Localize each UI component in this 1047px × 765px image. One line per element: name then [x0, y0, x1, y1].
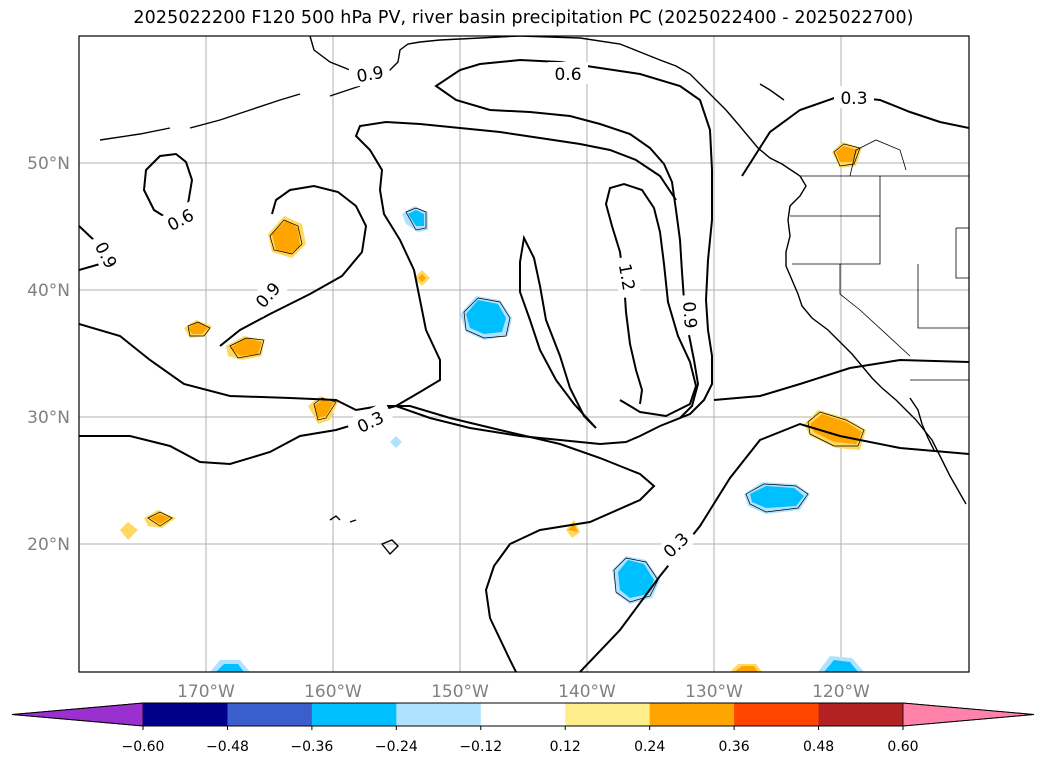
colorbar-arrow-low [11, 702, 144, 727]
positive-anomaly [836, 146, 858, 162]
colorbar-segment [734, 703, 820, 726]
contour-0.3-east [713, 358, 969, 401]
contour-1.2-west [519, 234, 597, 429]
contour-0.3-southeast [579, 422, 969, 672]
contour-0.9-outer [354, 120, 677, 407]
colorbar-tick-label: −0.60 [122, 739, 165, 755]
colorbar-tick-label: −0.24 [375, 739, 418, 755]
negative-anomaly [216, 664, 244, 672]
positive-anomaly [150, 514, 170, 524]
lon-label: 120°W [812, 682, 870, 702]
colorbar-arrow-high [902, 702, 1035, 727]
contour-label: 0.3 [840, 89, 867, 109]
positive-anomaly [418, 274, 426, 282]
map-content [79, 36, 969, 672]
colorbar-tick-label: −0.36 [290, 739, 333, 755]
negative-anomaly [408, 210, 424, 226]
colorbar-segment [818, 703, 904, 726]
contour-label: 0.6 [554, 65, 581, 85]
lat-label: 20°N [27, 535, 70, 555]
colorbar: −0.60 −0.48 −0.36 −0.24 −0.12 0.12 0.24 0.36 0.4… [11, 702, 1035, 755]
map-title: 2025022200 F120 500 hPa PV, river basin … [133, 8, 914, 28]
contour-label: 0.9 [678, 301, 700, 329]
negative-anomaly [750, 486, 804, 508]
colorbar-segment [649, 703, 735, 726]
colorbar-segment [143, 703, 228, 726]
negative-anomaly [824, 660, 858, 672]
positive-anomaly [272, 220, 300, 254]
colorbar-tick-label: 0.48 [803, 739, 834, 755]
precip-anomalies [120, 142, 866, 672]
colorbar-segment [311, 703, 397, 726]
positive-anomaly [120, 522, 138, 540]
lon-label: 140°W [558, 682, 616, 702]
colorbar-segment [396, 703, 482, 726]
longitude-labels: 170°W 160°W 150°W 140°W 130°W 120°W [177, 682, 870, 702]
map-frame [78, 35, 970, 673]
colorbar-tick-label: 0.24 [634, 739, 665, 755]
negative-anomaly [618, 560, 654, 598]
colorbar-tick-label: 0.36 [719, 739, 750, 755]
lat-label: 50°N [27, 154, 70, 174]
contour-0.3-south [79, 323, 656, 672]
colorbar-tick-label: −0.12 [459, 739, 502, 755]
colorbar-segment [565, 703, 651, 726]
lat-label: 40°N [27, 281, 70, 301]
lon-label: 150°W [431, 682, 489, 702]
colorbar-tick-label: −0.48 [206, 739, 249, 755]
contour-label: 0.9 [355, 63, 385, 87]
positive-anomaly [230, 338, 262, 356]
map-background [79, 36, 969, 672]
contour-label: 1.2 [614, 262, 638, 292]
contour-1.2 [604, 182, 698, 418]
positive-anomaly [810, 414, 862, 444]
coastlines [99, 36, 967, 556]
positive-anomaly [314, 400, 334, 418]
contour-labels: 0.6 0.3 0.6 0.9 0.9 1.2 0.9 0.3 0.3 0.9 [86, 60, 874, 567]
latitude-labels: 50°N 40°N 30°N 20°N [27, 154, 70, 555]
lon-label: 160°W [304, 682, 362, 702]
contour-0.9-hook [219, 184, 368, 347]
positive-anomaly [734, 666, 758, 672]
lon-label: 130°W [685, 682, 743, 702]
negative-anomaly [390, 436, 402, 448]
colorbar-tick-label: 0.12 [550, 739, 581, 755]
colorbar-segment [227, 703, 313, 726]
positive-anomaly [568, 524, 578, 532]
lon-label: 170°W [177, 682, 235, 702]
map-panel: 0.6 0.3 0.6 0.9 0.9 1.2 0.9 0.3 0.3 0.9 [78, 35, 970, 673]
colorbar-tick-label: 0.60 [887, 739, 918, 755]
positive-anomaly [188, 322, 208, 334]
lat-label: 30°N [27, 408, 70, 428]
state-borders [790, 139, 969, 381]
colorbar-segment [480, 703, 566, 726]
negative-anomaly [466, 300, 506, 334]
